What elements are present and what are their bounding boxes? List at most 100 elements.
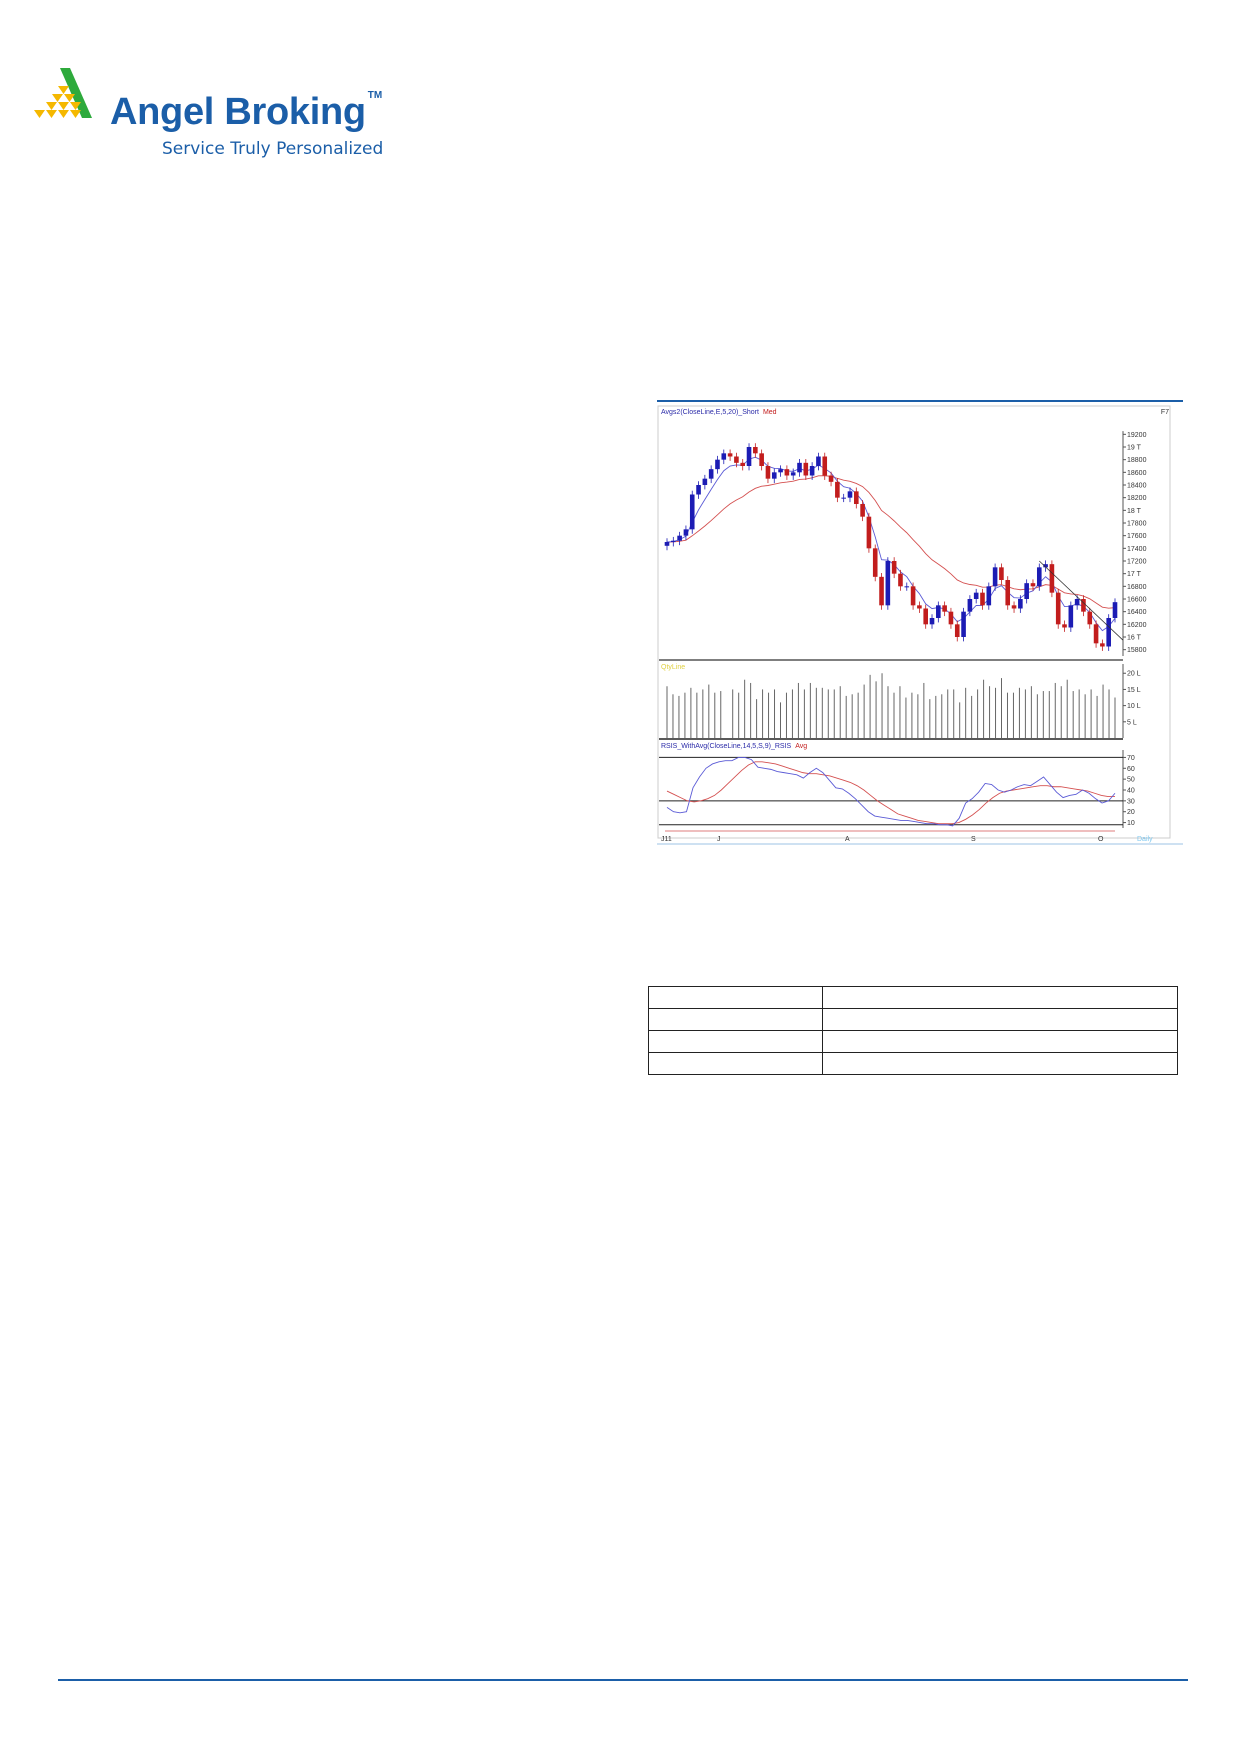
candle-body	[1018, 599, 1023, 609]
candle-body	[835, 481, 840, 498]
candle-body	[948, 611, 954, 625]
volume-tick-label: 15 L	[1127, 687, 1141, 694]
x-axis-label: J	[717, 836, 721, 843]
candle-body	[790, 472, 796, 476]
rsi-panel-label: RSIS_WithAvg(CloseLine,14,5,S,9)_RSIS	[661, 743, 792, 750]
candle-body	[759, 453, 764, 466]
logo-brand: Angel Broking	[110, 91, 366, 133]
candle-body	[910, 586, 916, 606]
med-average-line	[666, 475, 1116, 609]
price-tick-label: 17400	[1127, 546, 1147, 553]
rsi-tick-label: 50	[1127, 777, 1135, 784]
price-panel-label: Avgs2(CloseLine,E,5,20)_Short	[661, 409, 759, 416]
short-average-line	[666, 456, 1116, 632]
candle-body	[664, 542, 670, 546]
price-tick-label: 19200	[1127, 432, 1147, 439]
candle-body	[1049, 564, 1055, 593]
candle-body	[872, 548, 878, 577]
data-table	[648, 986, 1178, 1075]
candle-body	[1074, 599, 1080, 606]
candle-body	[677, 535, 682, 541]
price-tick-label: 18200	[1127, 495, 1147, 502]
rsi-tick-label: 40	[1127, 788, 1135, 795]
angel-broking-logo: Angel Broking TM Service Truly Personali…	[30, 68, 410, 168]
candle-body	[866, 516, 872, 549]
rsi-tick-label: 70	[1127, 755, 1135, 762]
candle-body	[1055, 592, 1061, 625]
price-tick-label: 18800	[1127, 457, 1147, 464]
table-cell	[822, 1052, 1178, 1075]
rsi-tick-label: 10	[1127, 820, 1135, 827]
x-axis-label: O	[1098, 836, 1104, 843]
candle-body	[841, 497, 846, 499]
price-tick-label: 16800	[1127, 584, 1147, 591]
candle-body	[986, 586, 992, 606]
footer-divider	[58, 1679, 1188, 1681]
table-cell	[648, 1008, 823, 1031]
candle-body	[891, 561, 897, 574]
candle-body	[683, 529, 689, 536]
candle-body	[923, 608, 929, 625]
logo-tagline: Service Truly Personalized	[162, 139, 384, 159]
candle-body	[860, 504, 865, 517]
candle-body	[1036, 567, 1042, 587]
candle-body	[1106, 618, 1111, 647]
candle-body	[1081, 599, 1086, 612]
candle-body	[1005, 580, 1011, 606]
candle-body	[746, 447, 752, 466]
candle-body	[904, 586, 910, 588]
candle-body	[734, 456, 739, 463]
price-tick-label: 17600	[1127, 533, 1147, 540]
table-row	[648, 1052, 1178, 1075]
price-tick-label: 16 T	[1127, 635, 1142, 642]
candle-body	[1062, 624, 1067, 628]
price-tick-label: 16400	[1127, 609, 1147, 616]
trendline	[1039, 560, 1124, 641]
candle-body	[1068, 605, 1074, 628]
chart-frame	[657, 405, 1171, 839]
candle-body	[917, 605, 922, 609]
candle-body	[803, 462, 809, 476]
candle-body	[689, 494, 695, 530]
price-tick-label: 17800	[1127, 521, 1147, 528]
candle-body	[671, 540, 676, 542]
price-tick-label: 16200	[1127, 622, 1147, 629]
rsi-panel-label-avg: Avg	[795, 743, 807, 750]
rsi-tick-label: 60	[1127, 766, 1135, 773]
rsi-tick-label: 30	[1127, 798, 1135, 805]
candle-body	[1112, 602, 1118, 618]
price-tick-label: 18400	[1127, 483, 1147, 490]
candle-body	[1030, 583, 1036, 587]
candle-body	[771, 472, 777, 479]
price-tick-label: 17200	[1127, 559, 1147, 566]
price-tick-label: 18 T	[1127, 508, 1142, 515]
table-cell	[648, 986, 823, 1009]
stock-chart: Avgs2(CloseLine,E,5,20)_Short Med F7 19200 1…	[655, 398, 1185, 850]
chart-corner-label: F7	[1161, 409, 1169, 416]
table-cell	[648, 1052, 823, 1075]
candle-body	[809, 466, 815, 476]
candle-body	[847, 491, 853, 498]
price-tick-label: 16600	[1127, 597, 1147, 604]
candle-body	[999, 567, 1004, 580]
x-axis-label: S	[971, 836, 976, 843]
candle-body	[753, 447, 758, 454]
candle-body	[980, 592, 985, 606]
rsi-line	[666, 756, 1116, 827]
price-tick-label: 15800	[1127, 647, 1147, 654]
candle-body	[1093, 624, 1099, 644]
candle-body	[967, 599, 973, 612]
candle-body	[828, 475, 834, 482]
volume-tick-label: 20 L	[1127, 671, 1141, 678]
table-cell	[822, 1030, 1178, 1053]
candle-body	[727, 453, 733, 457]
logo-trademark: TM	[367, 90, 383, 101]
rsi-tick-label: 20	[1127, 809, 1135, 816]
candle-body	[1024, 583, 1029, 599]
candle-body	[797, 462, 802, 473]
candle-body	[929, 618, 935, 625]
candle-body	[784, 469, 790, 476]
candle-body	[853, 491, 859, 504]
candle-body	[898, 573, 903, 587]
candle-body	[942, 605, 947, 612]
